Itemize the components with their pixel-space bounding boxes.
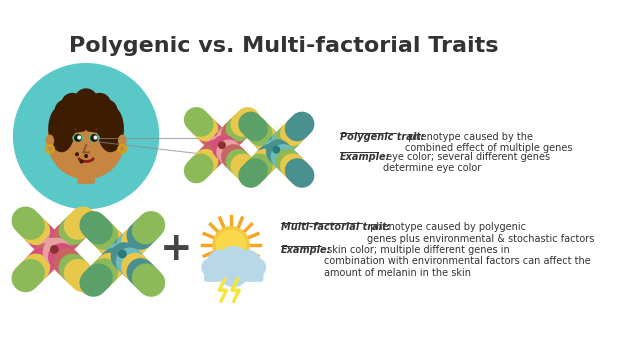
Circle shape [80, 160, 83, 163]
Text: skin color; multiple different genes in
combination with environmental factors c: skin color; multiple different genes in … [324, 245, 591, 278]
Circle shape [218, 142, 225, 149]
Text: Example:: Example: [340, 152, 390, 162]
Circle shape [219, 258, 249, 287]
Circle shape [202, 258, 220, 277]
Circle shape [51, 246, 58, 253]
Circle shape [61, 94, 83, 115]
Circle shape [247, 258, 265, 277]
Circle shape [89, 94, 111, 115]
Circle shape [95, 136, 97, 139]
Circle shape [48, 103, 124, 179]
Circle shape [217, 247, 250, 279]
Circle shape [91, 135, 98, 141]
FancyBboxPatch shape [78, 162, 95, 183]
Text: eye color; several different genes
determine eye color: eye color; several different genes deter… [383, 152, 550, 173]
Circle shape [55, 100, 77, 122]
Circle shape [207, 250, 233, 276]
Circle shape [95, 100, 117, 122]
Circle shape [74, 135, 81, 141]
Text: phenotype caused by the
combined effect of multiple genes: phenotype caused by the combined effect … [405, 132, 573, 153]
Text: phenotype caused by polygenic
genes plus environmental & stochastic factors: phenotype caused by polygenic genes plus… [367, 222, 594, 244]
Text: Polygenic trait:: Polygenic trait: [340, 132, 424, 142]
Circle shape [235, 250, 260, 276]
Circle shape [76, 153, 78, 156]
Circle shape [213, 227, 249, 263]
Text: Example:: Example: [281, 245, 331, 255]
Ellipse shape [49, 106, 74, 152]
Ellipse shape [90, 134, 99, 142]
Circle shape [78, 136, 81, 139]
FancyBboxPatch shape [205, 264, 263, 281]
Circle shape [217, 230, 245, 259]
Text: +: + [160, 231, 193, 268]
Ellipse shape [73, 134, 83, 142]
Ellipse shape [58, 98, 114, 129]
Ellipse shape [119, 135, 126, 146]
Ellipse shape [98, 106, 123, 152]
Circle shape [119, 250, 126, 258]
Circle shape [75, 89, 97, 111]
Ellipse shape [46, 135, 53, 146]
Circle shape [14, 64, 158, 209]
Text: Polygenic vs. Multi-factorial Traits: Polygenic vs. Multi-factorial Traits [69, 37, 498, 56]
Circle shape [273, 146, 280, 153]
Circle shape [85, 155, 88, 157]
Text: Multi-factorial trait:: Multi-factorial trait: [281, 222, 391, 232]
